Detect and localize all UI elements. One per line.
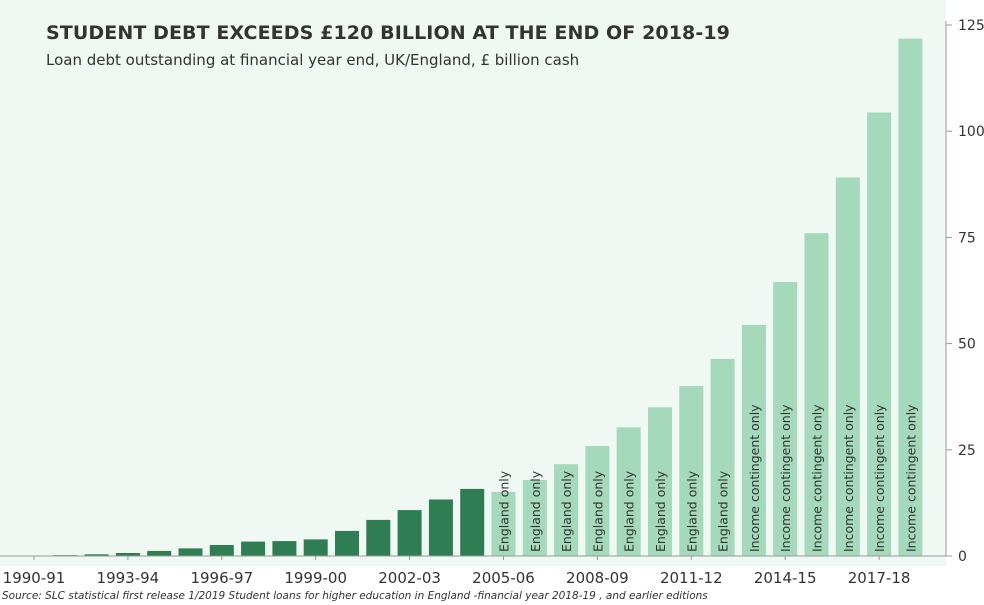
- bar-2011-12: [679, 386, 704, 556]
- bar-1992-93: [84, 554, 109, 556]
- bar-2012-13: [710, 358, 735, 556]
- x-tick-label-1993-94: 1993-94: [97, 569, 160, 587]
- bar-label-2010-11: England only: [653, 470, 668, 552]
- bar-label-2016-17: Income contingent only: [841, 404, 856, 552]
- bar-label-2018-19: Income contingent only: [903, 404, 918, 552]
- bar-1995-96: [178, 548, 203, 556]
- x-tick-label-2017-18: 2017-18: [848, 569, 911, 587]
- x-tick-label-2008-09: 2008-09: [566, 569, 629, 587]
- y-tick-label-25: 25: [958, 443, 976, 459]
- bar-2002-03: [397, 510, 422, 556]
- bar-2007-08: [554, 464, 579, 556]
- bar-label-2009-10: England only: [622, 470, 637, 552]
- bar-1999-00: [303, 539, 328, 556]
- bar-2010-11: [648, 407, 672, 556]
- bar-1993-94: [115, 553, 140, 556]
- bar-1998-99: [272, 541, 297, 556]
- chart-subtitle: Loan debt outstanding at financial year …: [46, 51, 580, 69]
- bar-2018-19: [898, 38, 923, 557]
- bar-1994-95: [147, 550, 172, 556]
- bar-2005-06: [491, 491, 516, 556]
- bar-label-2015-16: Income contingent only: [810, 404, 825, 552]
- bar-2004-05: [460, 488, 485, 556]
- bar-2006-07: [522, 480, 547, 556]
- bar-2015-16: [804, 233, 829, 556]
- bar-label-2007-08: England only: [559, 470, 574, 552]
- bar-1997-98: [241, 541, 266, 556]
- bar-2001-02: [366, 519, 391, 556]
- bar-2000-01: [335, 530, 359, 556]
- bar-2016-17: [835, 177, 860, 556]
- bar-2013-14: [741, 324, 766, 556]
- x-tick-label-2014-15: 2014-15: [754, 569, 817, 587]
- x-tick-label-1996-97: 1996-97: [190, 569, 253, 587]
- bar-label-2013-14: Income contingent only: [747, 404, 762, 552]
- bar-2009-10: [616, 427, 641, 556]
- y-tick-label-75: 75: [958, 230, 976, 246]
- bar-2014-15: [773, 282, 798, 556]
- bar-label-2005-06: England only: [497, 470, 512, 552]
- bar-2003-04: [428, 499, 453, 556]
- x-tick-label-2005-06: 2005-06: [472, 569, 535, 587]
- y-tick-label-125: 125: [958, 18, 984, 34]
- source-note: Source: SLC statistical first release 1/…: [2, 590, 708, 602]
- bar-label-2012-13: England only: [716, 470, 731, 552]
- bar-label-2008-09: England only: [590, 470, 605, 552]
- x-tick-label-2011-12: 2011-12: [660, 569, 723, 587]
- y-tick-label-50: 50: [958, 337, 976, 353]
- bar-label-2006-07: England only: [528, 470, 543, 552]
- bar-2017-18: [867, 112, 892, 556]
- chart-title: STUDENT DEBT EXCEEDS £120 BILLION AT THE…: [46, 22, 731, 44]
- y-tick-label-0: 0: [958, 549, 967, 565]
- x-tick-label-1999-00: 1999-00: [284, 569, 347, 587]
- x-tick-label-1990-91: 1990-91: [3, 569, 66, 587]
- bar-label-2011-12: England only: [684, 470, 699, 552]
- x-tick-label-2002-03: 2002-03: [378, 569, 441, 587]
- bar-2008-09: [585, 446, 610, 556]
- y-tick-label-100: 100: [958, 124, 984, 140]
- bar-1996-97: [209, 545, 234, 556]
- bar-label-2017-18: Income contingent only: [872, 404, 887, 552]
- bar-label-2014-15: Income contingent only: [778, 404, 793, 552]
